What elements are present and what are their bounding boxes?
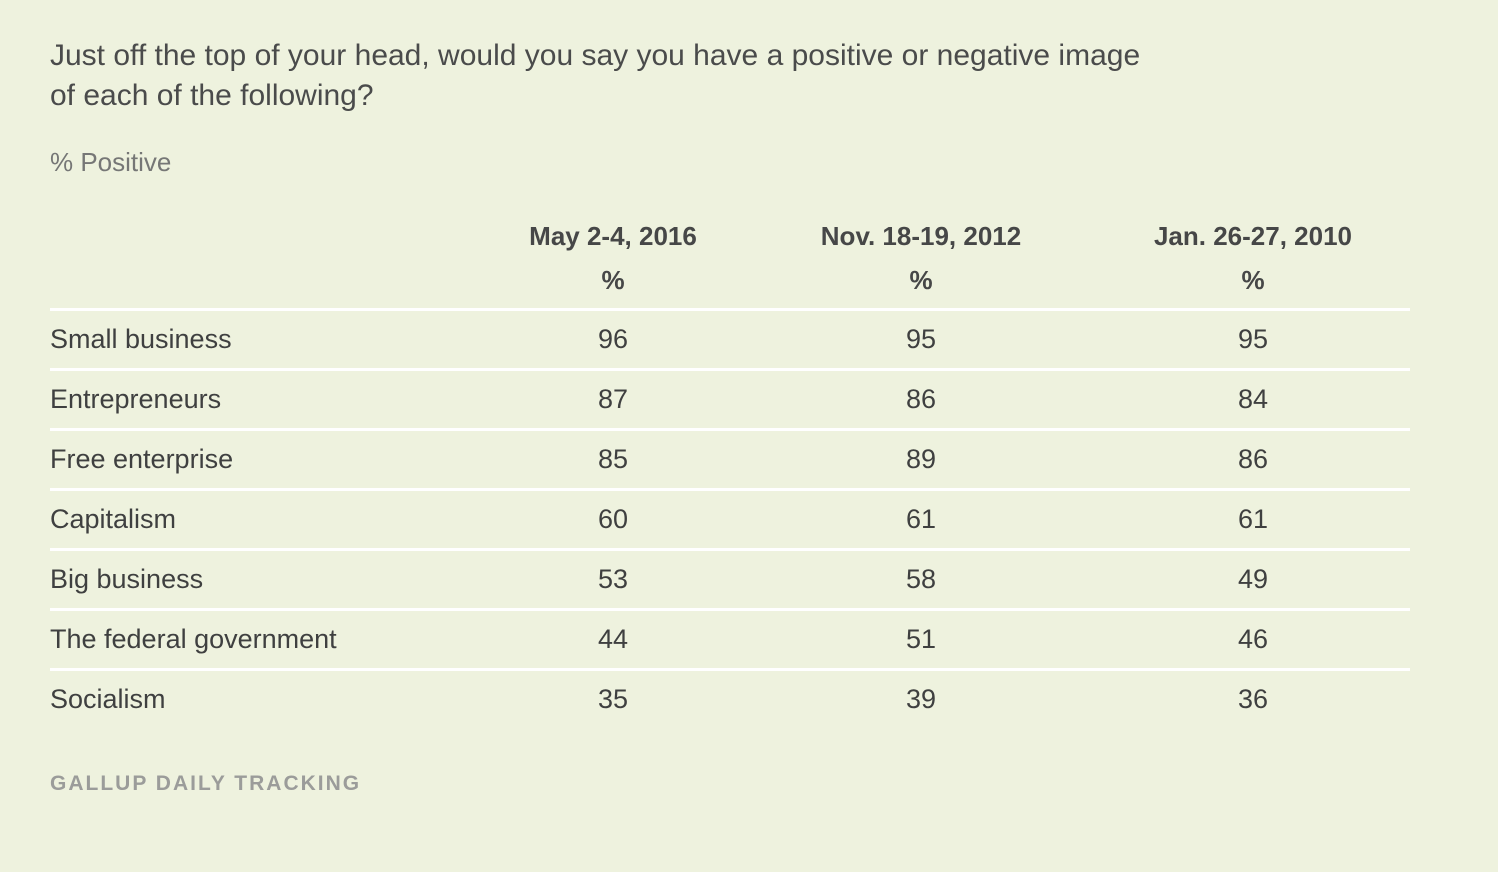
- row-label: The federal government: [50, 624, 337, 654]
- table-cell: 86: [905, 384, 937, 414]
- column-header-label: May 2-4, 2016: [529, 221, 697, 251]
- table-row: Socialism 35 39 36: [50, 671, 1410, 728]
- table-cell: 86: [1237, 444, 1269, 474]
- column-header-label: Jan. 26-27, 2010: [1153, 221, 1353, 251]
- table-cell: 44: [597, 624, 629, 654]
- chart-title: Just off the top of your head, would you…: [50, 39, 1141, 112]
- table-cell: 49: [1237, 564, 1269, 594]
- table-row: Entrepreneurs 87 86 84: [50, 371, 1410, 431]
- table-cell: 95: [1237, 324, 1269, 354]
- table-cell: 61: [1237, 504, 1269, 534]
- table-cell: 89: [905, 444, 937, 474]
- row-label: Small business: [50, 324, 232, 354]
- table-cell: 87: [597, 384, 629, 414]
- table-cell: 51: [905, 624, 937, 654]
- table-cell: 35: [597, 684, 629, 714]
- row-label: Free enterprise: [50, 444, 234, 474]
- row-label: Entrepreneurs: [50, 384, 222, 414]
- column-header-2012: Nov. 18-19, 2012 %: [781, 214, 1061, 302]
- table-row: Capitalism 60 61 61: [50, 491, 1410, 551]
- table-row: Big business 53 58 49: [50, 551, 1410, 611]
- table-cell: 61: [905, 504, 937, 534]
- column-header-unit: %: [601, 265, 625, 295]
- table-cell: 84: [1237, 384, 1269, 414]
- table-row: Small business 96 95 95: [50, 311, 1410, 371]
- column-header-2010: Jan. 26-27, 2010 %: [1113, 214, 1393, 302]
- table-header-row: May 2-4, 2016 % Nov. 18-19, 2012 % Jan. …: [50, 214, 1410, 311]
- data-table: May 2-4, 2016 % Nov. 18-19, 2012 % Jan. …: [50, 214, 1410, 728]
- source-note: GALLUP DAILY TRACKING: [50, 772, 362, 795]
- table-cell: 85: [597, 444, 629, 474]
- table-cell: 39: [905, 684, 937, 714]
- column-header-unit: %: [909, 265, 933, 295]
- table-cell: 53: [597, 564, 629, 594]
- table-cell: 36: [1237, 684, 1269, 714]
- table-cell: 96: [597, 324, 629, 354]
- table-cell: 46: [1237, 624, 1269, 654]
- row-label: Capitalism: [50, 504, 177, 534]
- table-row: The federal government 44 51 46: [50, 611, 1410, 671]
- row-label: Socialism: [50, 684, 166, 714]
- table-cell: 58: [905, 564, 937, 594]
- column-header-unit: %: [1241, 265, 1265, 295]
- column-header-label: Nov. 18-19, 2012: [820, 221, 1022, 251]
- table-cell: 60: [597, 504, 629, 534]
- table-cell: 95: [905, 324, 937, 354]
- row-label: Big business: [50, 564, 204, 594]
- chart-subtitle: % Positive: [50, 147, 172, 177]
- table-row: Free enterprise 85 89 86: [50, 431, 1410, 491]
- column-header-2016: May 2-4, 2016 %: [473, 214, 753, 302]
